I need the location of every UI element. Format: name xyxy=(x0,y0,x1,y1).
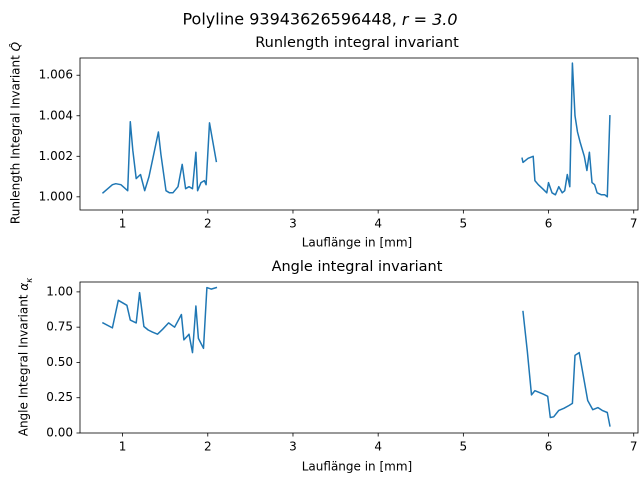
series-line xyxy=(522,310,611,427)
x-tick-label: 3 xyxy=(289,217,297,231)
axis-ticks: 1 2 3 4 5 6 7 0.00 0.25 0.50 0.75 1.00 xyxy=(46,284,637,453)
x-tick-label: 2 xyxy=(204,217,212,231)
x-tick-label: 6 xyxy=(545,217,553,231)
y-tick-label: 1.004 xyxy=(39,108,73,122)
chart-title: Runlength integral invariant xyxy=(255,35,459,51)
series-line xyxy=(101,286,218,354)
plot-frame xyxy=(79,57,639,211)
x-tick-label: 5 xyxy=(460,217,468,231)
x-axis-label: Lauflänge in [mm] xyxy=(302,460,412,474)
x-axis-label: Lauflänge in [mm] xyxy=(302,236,412,250)
y-tick-label: 0.75 xyxy=(46,320,73,334)
series-line xyxy=(101,121,218,194)
y-axis-label: Angle Integral Invariant ακ xyxy=(17,278,35,437)
x-tick-label: 1 xyxy=(119,440,127,454)
y-tick-label: 0.00 xyxy=(46,426,73,440)
x-tick-label: 7 xyxy=(630,217,638,231)
plot-frame xyxy=(79,281,639,434)
series-lines xyxy=(101,62,611,198)
chart-title: Angle integral invariant xyxy=(272,259,443,275)
series-line xyxy=(521,62,611,198)
y-tick-label: 1.002 xyxy=(39,149,73,163)
y-tick-label: 0.50 xyxy=(46,355,73,369)
x-tick-label: 1 xyxy=(119,217,127,231)
x-tick-label: 3 xyxy=(289,440,297,454)
x-tick-label: 5 xyxy=(460,440,468,454)
x-tick-label: 4 xyxy=(374,440,382,454)
y-tick-label: 1.00 xyxy=(46,284,73,298)
y-tick-label: 1.000 xyxy=(39,189,73,203)
x-tick-label: 7 xyxy=(630,440,638,454)
y-axis-label: Runlength Integral Invariant Q̂ xyxy=(8,42,22,224)
x-tick-label: 6 xyxy=(545,440,553,454)
x-tick-label: 4 xyxy=(374,217,382,231)
y-tick-label: 1.006 xyxy=(39,68,73,82)
axis-ticks: 1 2 3 4 5 6 7 1.000 1.002 1.004 1.006 xyxy=(39,68,638,231)
figure-title: Polyline 93943626596448, r = 3.0 xyxy=(182,10,457,29)
chart-angle: Angle integral invariant 1 2 3 4 5 6 7 0.00 0.25… xyxy=(17,259,639,474)
series-lines xyxy=(101,286,611,427)
chart-runlength: Runlength integral invariant 1 2 3 4 5 6 7 1.00… xyxy=(8,35,639,250)
y-tick-label: 0.25 xyxy=(46,390,73,404)
x-tick-label: 2 xyxy=(204,440,212,454)
